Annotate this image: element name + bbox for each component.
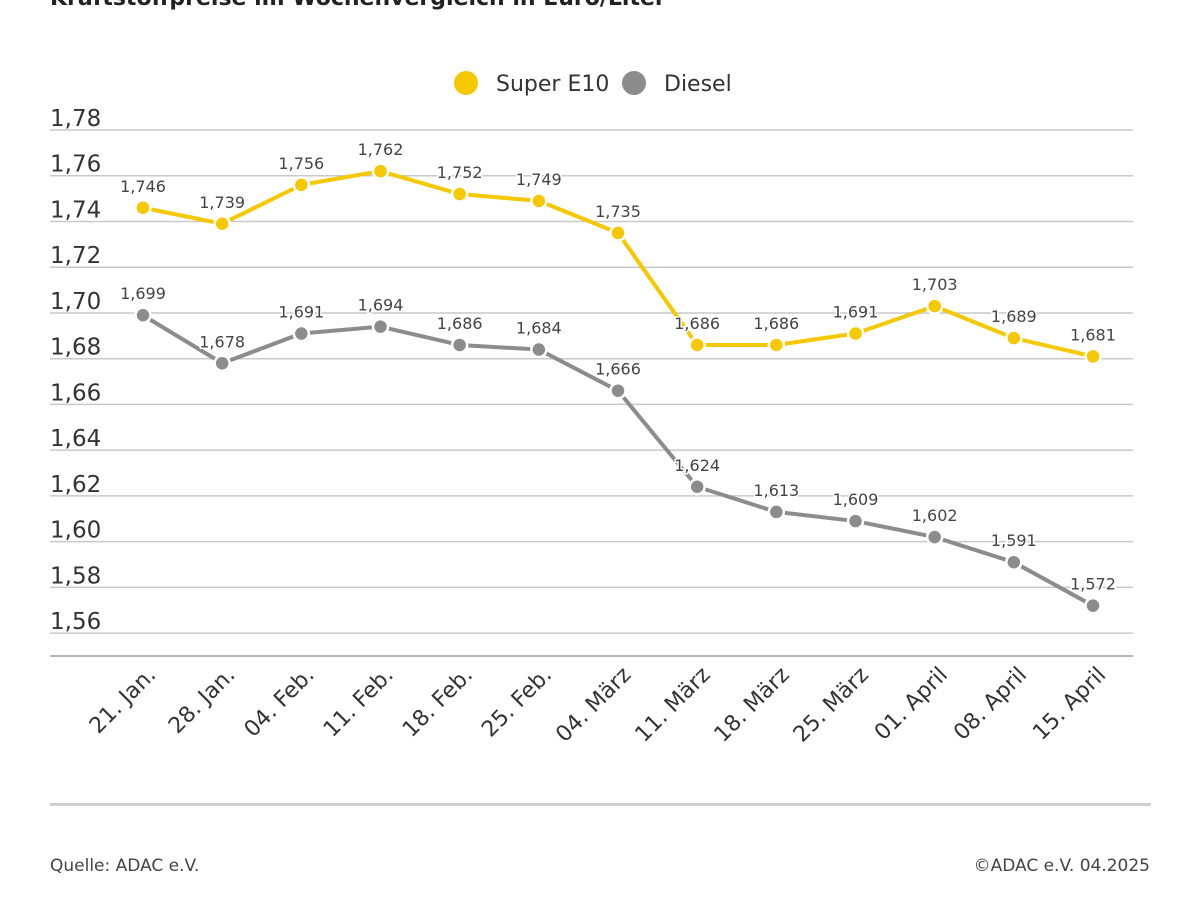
data-label: 1,691: [278, 303, 324, 322]
x-tick-label: 25. März: [789, 663, 874, 748]
data-label: 1,684: [516, 319, 562, 338]
data-point: [213, 215, 231, 233]
data-point: [1084, 596, 1102, 615]
x-tick-label: 08. April: [949, 663, 1032, 746]
x-tick-label: 18. Feb.: [398, 663, 478, 743]
data-label: 1,613: [753, 481, 799, 500]
x-tick-label: 18. März: [710, 663, 795, 748]
x-tick-label: 15. April: [1028, 663, 1111, 746]
y-tick-label: 1,74: [50, 197, 101, 223]
data-point: [371, 317, 390, 336]
data-point: [925, 528, 944, 546]
data-label: 1,609: [833, 490, 879, 509]
y-tick-label: 1,72: [50, 243, 101, 269]
data-label: 1,572: [1070, 575, 1116, 594]
source-note: Quelle: ADAC e.V.: [50, 856, 200, 876]
data-point: [292, 176, 311, 194]
data-point: [767, 503, 786, 521]
data-point: [609, 224, 627, 242]
y-tick-label: 1,58: [50, 563, 101, 589]
x-tick-label: 28. Jan.: [164, 663, 240, 739]
y-tick-label: 1,68: [50, 335, 101, 361]
legend-label: Diesel: [664, 72, 732, 97]
data-point: [846, 512, 865, 530]
data-point: [530, 192, 548, 210]
x-axis: 21. Jan. 28. Jan. 04. Feb. 11. Feb. 18. Feb.…: [85, 663, 1111, 748]
data-label: 1,686: [753, 314, 799, 333]
y-tick-label: 1,78: [50, 106, 101, 132]
y-tick-label: 1,76: [50, 152, 101, 178]
data-point: [371, 162, 390, 180]
data-label: 1,752: [437, 163, 483, 182]
legend-marker: [622, 71, 646, 95]
data-point: [450, 336, 469, 354]
data-label: 1,691: [833, 303, 879, 322]
series-layer: 1,746 1,739 1,756 1,762 1,752 1,749 1,735 1,686…: [119, 139, 1117, 615]
y-axis: 1,56 1,58 1,60 1,62 1,64 1,66 1,68 1,70 1,72 1,74…: [50, 106, 101, 635]
data-label: 1,602: [912, 506, 958, 525]
legend-marker: [454, 71, 478, 95]
data-point: [450, 185, 469, 203]
y-tick-label: 1,60: [50, 518, 101, 544]
data-point: [767, 336, 786, 354]
data-point: [688, 336, 706, 354]
data-label: 1,746: [120, 177, 166, 196]
data-label: 1,703: [912, 275, 958, 294]
data-point: [688, 478, 706, 496]
data-point: [134, 199, 152, 217]
data-point: [1005, 553, 1023, 571]
data-label: 1,666: [595, 360, 641, 379]
y-tick-label: 1,56: [50, 609, 101, 635]
data-label: 1,591: [991, 531, 1037, 550]
data-label: 1,686: [437, 314, 483, 333]
grid-lines: [50, 129, 1133, 657]
x-tick-label: 04. Feb.: [240, 663, 320, 743]
data-label: 1,694: [358, 296, 404, 315]
x-tick-label: 04. März: [551, 663, 636, 748]
data-point: [292, 324, 311, 343]
data-label: 1,739: [199, 193, 245, 212]
x-tick-label: 11. März: [631, 663, 716, 748]
series-line: [141, 169, 1095, 359]
data-point: [609, 381, 627, 400]
x-tick-label: 21. Jan.: [85, 663, 161, 739]
data-label: 1,689: [991, 307, 1037, 326]
data-label: 1,681: [1070, 325, 1116, 344]
copyright-note: ©ADAC e.V. 04.2025: [973, 856, 1150, 876]
data-point: [846, 324, 865, 343]
y-tick-label: 1,66: [50, 380, 101, 406]
data-label: 1,699: [120, 284, 166, 303]
data-point: [530, 340, 548, 359]
data-label: 1,749: [516, 170, 562, 189]
y-tick-label: 1,70: [50, 289, 101, 315]
data-label: 1,762: [358, 140, 404, 159]
legend-label: Super E10: [496, 72, 609, 97]
data-label: 1,756: [278, 154, 324, 173]
y-tick-label: 1,62: [50, 472, 101, 498]
chart-title: Kraftstoffpreise im Wochenvergleich in E…: [50, 0, 666, 11]
legend: Super E10 Diesel: [454, 71, 732, 97]
data-point: [1084, 347, 1102, 366]
data-point: [925, 297, 944, 315]
footer-divider: [50, 803, 1151, 806]
x-tick-label: 01. April: [870, 663, 953, 746]
data-label: 1,686: [674, 314, 720, 333]
data-label: 1,624: [674, 456, 720, 475]
x-tick-label: 25. Feb.: [477, 663, 557, 743]
y-tick-label: 1,64: [50, 426, 101, 452]
data-point: [213, 354, 231, 373]
data-point: [1005, 329, 1023, 347]
data-point: [134, 306, 152, 324]
x-tick-label: 11. Feb.: [319, 663, 399, 743]
data-label: 1,678: [199, 332, 245, 351]
data-label: 1,735: [595, 202, 641, 221]
